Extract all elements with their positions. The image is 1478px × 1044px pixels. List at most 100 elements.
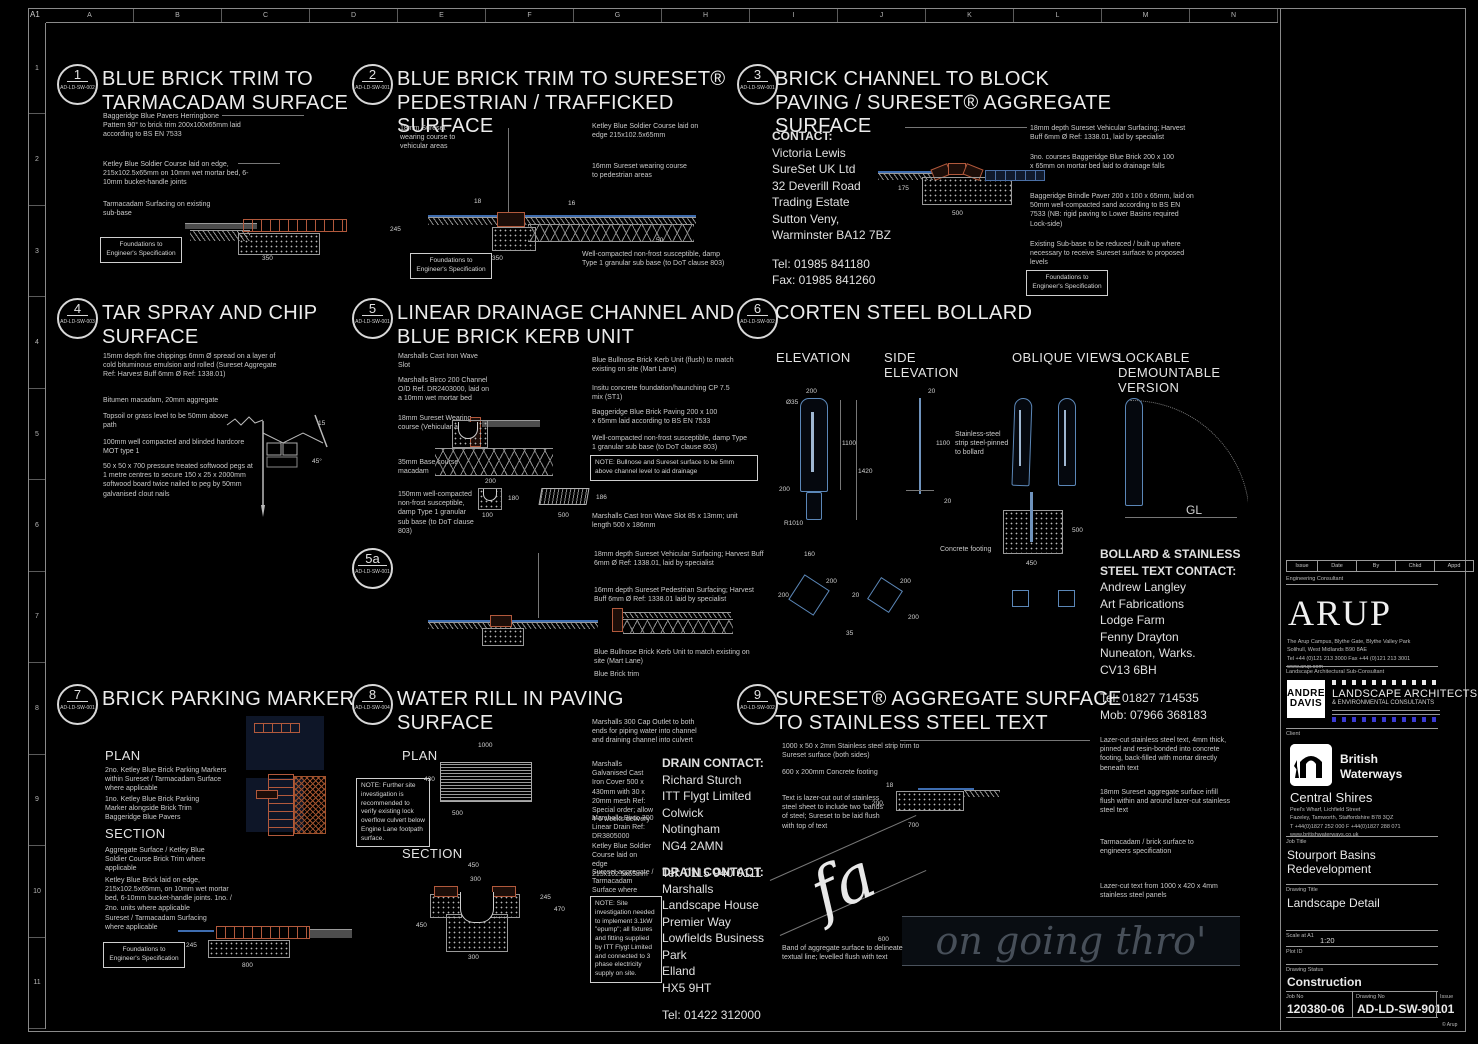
- status-label: Drawing Status: [1286, 967, 1324, 973]
- dim-180: 180: [508, 495, 519, 502]
- note-box: NOTE: Bullnose and Sureset surface to be…: [590, 455, 758, 481]
- sureset-surface-drawing: [878, 171, 940, 173]
- herringbone-pavers-plan: [294, 776, 326, 834]
- dim: 430: [424, 776, 435, 783]
- note: Blue Bullnose Brick Kerb Unit to match e…: [594, 649, 750, 666]
- section-label: SECTION: [402, 846, 463, 861]
- view-label-side-elevation: SIDE ELEVATION: [884, 350, 959, 380]
- detail-badge-5: 5 AD-LD-SW-001: [352, 298, 393, 339]
- bollard-elevation-drawing: [800, 398, 828, 492]
- dim: Ø35: [786, 399, 799, 406]
- dim-18: 18: [474, 198, 482, 205]
- hatch-area: [623, 612, 731, 618]
- note: 16mm depth Sureset Pedestrian Surfacing;…: [594, 587, 754, 604]
- detail-badge-8: 8 AD-LD-SW-004: [352, 684, 393, 725]
- foundations-box: Foundations to Engineer's Specification: [410, 253, 492, 279]
- note: Bitumen macadam, 20mm aggregate: [103, 397, 219, 404]
- view-label-oblique: OBLIQUE VIEWS: [1012, 350, 1121, 365]
- detail-title-1: BLUE BRICK TRIM TO TARMACADAM SURFACE: [102, 68, 349, 114]
- hatch-area: [878, 173, 940, 180]
- dim: 160: [804, 551, 815, 558]
- contact-mob: Mob: 07966 368183: [1100, 707, 1207, 722]
- note: Blue Brick trim: [594, 671, 640, 678]
- note: Band of aggregate surface to delineate t…: [782, 945, 903, 962]
- ground-line: [1125, 517, 1237, 518]
- brick-trim-plan: [268, 774, 294, 836]
- contact-heading: CONTACT:: [772, 129, 833, 143]
- channel-drawing: [460, 892, 494, 923]
- logo-text: DAVIS: [1289, 698, 1323, 709]
- concrete-foundation-drawing: [922, 177, 1012, 205]
- contact-tel: Tel: 01422 312000: [662, 1008, 761, 1023]
- leader-line: [222, 115, 304, 116]
- detail-badge-4: 4 AD-LD-SW-003: [57, 298, 98, 339]
- water-rill-plan-drawing: [440, 762, 532, 802]
- section-label: SECTION: [105, 826, 166, 841]
- paving-section-drawing: [310, 929, 352, 938]
- leader-line: [508, 128, 509, 216]
- note: Sureset / Tarmacadam Surfacing where app…: [105, 915, 207, 932]
- logo-dots: [1332, 680, 1440, 685]
- gl-label: GL: [1186, 503, 1203, 517]
- note: Baggeridge Blue Brick Paving 200 x 100 x…: [592, 409, 718, 426]
- note: 18mm Sureset wearing course to vehicular…: [400, 125, 456, 151]
- dim-16: 16: [568, 200, 576, 207]
- note: 1no. Ketley Blue Brick Parking Marker al…: [105, 796, 200, 813]
- foundations-box: Foundations to Engineer's Specification: [1026, 270, 1108, 296]
- bollard-contact-block: BOLLARD & STAINLESS STEEL TEXT CONTACT: …: [1100, 546, 1245, 723]
- contact-heading: DRAIN CONTACT:: [662, 865, 764, 879]
- bollard-oblique-drawing: [1058, 398, 1076, 486]
- issue-col: Date: [1318, 560, 1357, 572]
- dim: 200: [778, 592, 789, 599]
- logo-text: ANDREW: [1287, 688, 1335, 699]
- subbase-lattice-drawing: [435, 448, 553, 476]
- subbase-lattice-drawing: [528, 224, 694, 242]
- drawing-title: Landscape Detail: [1287, 896, 1380, 910]
- note: 1000 x 50 x 2mm Stainless steel strip tr…: [782, 743, 920, 760]
- issue-no: 01: [1441, 1002, 1455, 1016]
- note: 35mm Base course macadam: [398, 459, 459, 476]
- note: Concrete footing: [940, 546, 992, 553]
- contact-tel: Tel: 01985 841180: [772, 256, 870, 271]
- dim-500: 500: [558, 512, 569, 519]
- contact-lines: Victoria Lewis SureSet UK Ltd 32 Deverill …: [772, 145, 891, 243]
- drawing-title-label: Drawing Title: [1286, 887, 1318, 893]
- dim: 700: [908, 822, 919, 829]
- parking-marker-plan: [254, 723, 300, 733]
- drawing-no: AD-LD-SW-901: [1357, 1002, 1442, 1016]
- fixing-plate-drawing: [1058, 590, 1075, 607]
- view-label-elevation: ELEVATION: [776, 350, 851, 365]
- divider: [1286, 584, 1438, 585]
- dim-line: [856, 400, 857, 520]
- note: 18mm depth Sureset Vehicular Surfacing; …: [1030, 125, 1186, 142]
- contact-tel: Tel: 01827 714535: [1100, 691, 1199, 706]
- dim-45deg: 45°: [312, 458, 322, 465]
- logo-text: British: [1340, 752, 1379, 766]
- blue-block-paving-drawing: [985, 170, 1045, 181]
- plan-label: PLAN: [105, 748, 141, 763]
- note: 3no. courses Baggeridge Blue Brick 200 x…: [1030, 154, 1174, 171]
- note: Marshalls 300 Cap Outlet to both ends fo…: [592, 719, 697, 745]
- detail-badge-1: 1 AD-LD-SW-002: [57, 64, 98, 105]
- foundations-box: Foundations to Engineer's Specification: [103, 942, 185, 968]
- dim: 20: [944, 498, 952, 505]
- tar-spray-section-drawing: [226, 414, 328, 517]
- channel-bore-drawing: [458, 422, 478, 439]
- dim: 300: [470, 876, 481, 883]
- brick-section-drawing: [216, 926, 310, 939]
- bollard-slot: [811, 412, 814, 472]
- dim-350: 350: [262, 255, 273, 262]
- detail-badge-5a: 5a AD-LD-SW-001: [352, 548, 393, 589]
- dim: 200: [908, 614, 919, 621]
- detail-title-3: BRICK CHANNEL TO BLOCK PAVING / SURESET®…: [775, 68, 1112, 138]
- note: Well-compacted non-frost susceptible, da…: [582, 251, 725, 268]
- note-box: NOTE: Further site investigation is reco…: [356, 778, 430, 848]
- channel-profile-bore: [483, 489, 497, 501]
- dim-200: 200: [485, 478, 496, 485]
- divider: [1286, 991, 1438, 992]
- aggregate-band-drawing: on going thro': [902, 916, 1240, 966]
- lazer-cut-text-sample: fa: [799, 838, 887, 932]
- detail-badge-9: 9 AD-LD-SW-002: [737, 684, 778, 725]
- note: Tarmacadam Surfacing on existing sub-bas…: [103, 201, 211, 218]
- kerb-brick-drawing: [612, 608, 623, 632]
